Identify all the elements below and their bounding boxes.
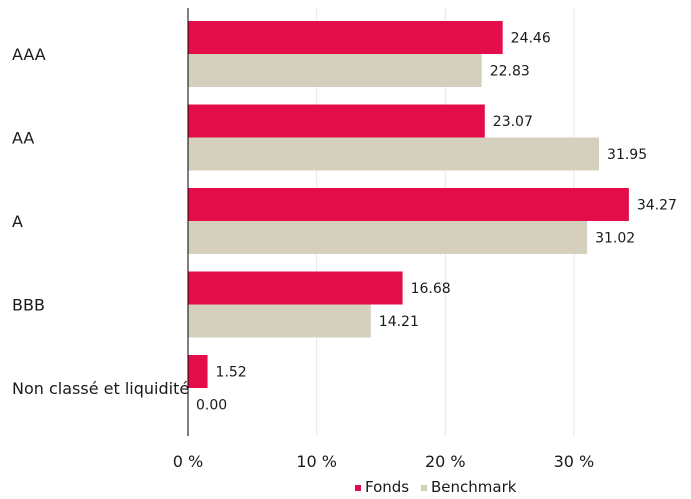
legend: Fonds Benchmark	[355, 478, 517, 496]
x-tick-label-0: 0 %	[173, 452, 203, 471]
x-tick-label-30: 30 %	[554, 452, 595, 471]
legend-label-benchmark: Benchmark	[431, 478, 517, 496]
bar-fonds-3	[188, 271, 403, 305]
category-label-2: A	[12, 212, 23, 231]
category-label-0: AAA	[12, 45, 46, 64]
data-label-fonds-4: 1.52	[216, 365, 247, 381]
data-label-benchmark-0: 22.83	[490, 64, 530, 80]
data-label-fonds-3: 16.68	[411, 281, 451, 297]
data-label-benchmark-2: 31.02	[595, 231, 635, 247]
bar-benchmark-3	[188, 304, 371, 338]
data-label-benchmark-3: 14.21	[379, 314, 419, 330]
bar-fonds-0	[188, 21, 503, 54]
data-label-benchmark-1: 31.95	[607, 147, 647, 163]
legend-swatch-fonds	[355, 485, 361, 491]
data-label-fonds-1: 23.07	[493, 114, 533, 130]
data-label-fonds-2: 34.27	[637, 198, 677, 214]
bar-fonds-1	[188, 104, 485, 138]
category-label-3: BBB	[12, 296, 45, 315]
bars: 24.46 22.83 23.07 31.95 34.27 31.02 16.68 14.21…	[188, 21, 677, 414]
bar-benchmark-1	[188, 137, 600, 171]
legend-label-fonds: Fonds	[365, 478, 409, 496]
bar-benchmark-0	[188, 54, 482, 87]
bar-benchmark-2	[188, 221, 588, 254]
data-label-benchmark-4: 0.00	[196, 398, 227, 414]
category-label-4: Non classé et liquidité	[12, 379, 189, 398]
category-label-1: AA	[12, 129, 34, 148]
bar-fonds-2	[188, 188, 629, 221]
bar-fonds-4	[188, 355, 208, 388]
data-label-fonds-0: 24.46	[511, 31, 551, 47]
x-tick-label-20: 20 %	[425, 452, 466, 471]
x-tick-label-10: 10 %	[296, 452, 337, 471]
x-tick-labels: 0 % 10 % 20 % 30 %	[173, 452, 595, 471]
legend-swatch-benchmark	[421, 485, 427, 491]
